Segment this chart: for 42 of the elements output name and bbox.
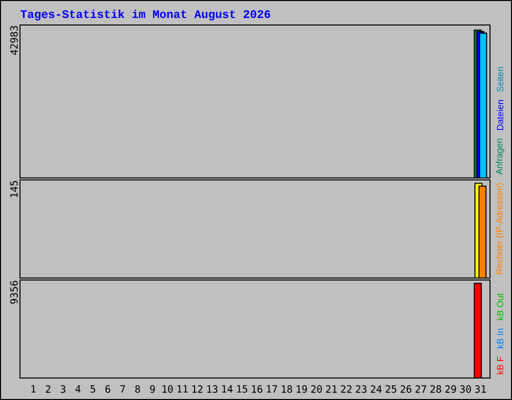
- x-tick-label: 10: [162, 385, 173, 393]
- x-tick-label: 19: [296, 385, 307, 393]
- x-tick-label: 23: [356, 385, 366, 393]
- x-tick-label: 25: [386, 385, 396, 393]
- x-tick-label: 14: [222, 385, 233, 393]
- x-tick-label: 3: [60, 385, 66, 393]
- x-tick-label: 8: [135, 385, 140, 393]
- x-tick-label: 18: [282, 385, 292, 393]
- x-tick-label: 7: [120, 385, 125, 393]
- x-tick-label: 11: [178, 385, 188, 393]
- text: Rechner (IP-Adressen): [496, 183, 504, 274]
- x-tick-label: 26: [400, 385, 412, 393]
- text: 145: [10, 180, 18, 198]
- text: 42983: [10, 26, 18, 55]
- x-tick-label: 6: [105, 385, 110, 393]
- x-tick-label: 27: [416, 385, 426, 393]
- x-tick-label: 31: [475, 385, 486, 393]
- x-tick-label: 15: [237, 385, 248, 393]
- x-tick-label: 22: [341, 385, 352, 393]
- x-tick-label: 17: [266, 385, 278, 393]
- x-tick-label: 24: [370, 385, 382, 393]
- x-tick-label: 13: [207, 385, 218, 393]
- x-tick-label: 28: [430, 385, 442, 393]
- text: Dateien: [496, 100, 504, 130]
- x-tick-label: 20: [311, 385, 322, 393]
- text: 9356: [10, 280, 18, 304]
- x-tick-label: 5: [90, 385, 96, 393]
- text: Seiten: [496, 67, 504, 92]
- x-tick-label: 1: [31, 385, 36, 393]
- text: kB F: [496, 356, 504, 374]
- chart-title: Tages-Statistik im Monat August 2026: [20, 10, 270, 20]
- legend-label: kB Out: [496, 293, 504, 320]
- x-tick-label: 29: [445, 385, 456, 393]
- x-tick-label: 21: [326, 385, 337, 393]
- legend-label: kB In: [496, 328, 504, 348]
- x-tick-label: 16: [252, 385, 262, 393]
- x-tick-label: 30: [460, 385, 471, 393]
- x-tick-label: 2: [46, 385, 50, 393]
- x-tick-label: 12: [192, 385, 202, 393]
- x-tick-label: 9: [150, 385, 155, 393]
- x-tick-label: 4: [75, 385, 81, 393]
- text: Anfragen: [496, 138, 504, 175]
